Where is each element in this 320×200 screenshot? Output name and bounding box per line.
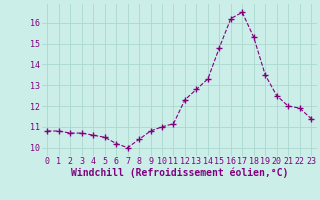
- X-axis label: Windchill (Refroidissement éolien,°C): Windchill (Refroidissement éolien,°C): [70, 168, 288, 178]
